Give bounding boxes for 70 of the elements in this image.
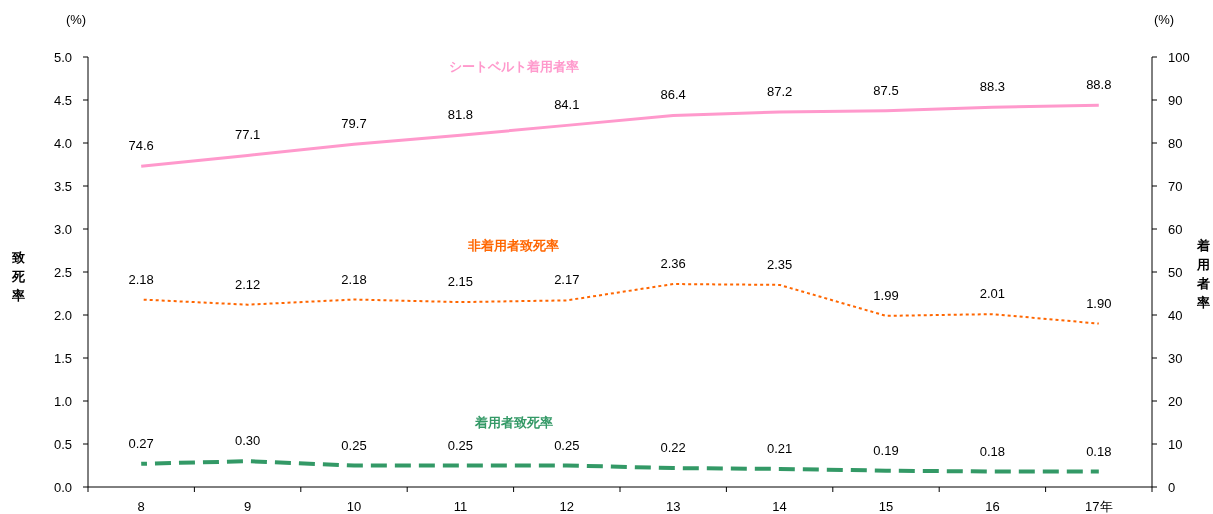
data-label: 0.18 — [979, 443, 1006, 459]
data-label: 81.8 — [447, 107, 474, 123]
data-label: 2.36 — [660, 256, 686, 272]
data-label: 0.19 — [873, 442, 899, 458]
data-label: 87.2 — [766, 84, 793, 100]
y2-tick-label: 10 — [1168, 437, 1183, 452]
data-label: 2.15 — [447, 274, 474, 290]
text: シートベルト着用者率 — [448, 59, 579, 75]
data-label: 86.4 — [660, 87, 686, 103]
data-label: 74.6 — [128, 138, 154, 154]
y2-tick-label: 70 — [1168, 179, 1183, 194]
data-label: 79.7 — [341, 116, 367, 132]
y2-tick-label: 100 — [1168, 50, 1190, 65]
text: (%) — [1153, 12, 1175, 27]
text: 非着用者致死率 — [467, 238, 560, 254]
y2-tick-label: 60 — [1168, 222, 1183, 237]
x-tick-label: 17年 — [1085, 499, 1113, 514]
y-tick-label: 4.0 — [53, 136, 72, 151]
text: (%) — [65, 12, 87, 27]
data-label: 0.18 — [1086, 443, 1112, 459]
y-axis-title: 致死率 — [10, 250, 26, 303]
x-tick-label: 15 — [878, 499, 894, 514]
data-label: 77.1 — [234, 127, 261, 143]
y2-tick-label: 20 — [1168, 394, 1183, 409]
y2-tick-label: 30 — [1168, 351, 1183, 366]
data-label: 2.18 — [341, 271, 367, 287]
line-series — [139, 459, 1101, 474]
data-label: 0.21 — [766, 440, 793, 456]
y-tick-label: 0.0 — [53, 480, 72, 495]
y2-tick-label: 80 — [1168, 136, 1183, 151]
data-label: 1.90 — [1086, 295, 1112, 311]
x-tick-label: 16 — [985, 499, 1000, 514]
data-label: 2.01 — [979, 286, 1006, 302]
x-tick-label: 9 — [243, 499, 252, 514]
data-label: 0.25 — [447, 437, 474, 453]
y-tick-label: 1.0 — [53, 394, 72, 409]
y-tick-label: 2.0 — [53, 308, 72, 323]
x-tick-label: 11 — [453, 499, 468, 514]
data-label: 0.27 — [128, 435, 154, 451]
y-tick-label: 0.5 — [53, 437, 72, 452]
y-tick-label: 5.0 — [53, 50, 72, 65]
y-tick-label: 4.5 — [53, 93, 72, 108]
x-tick-label: 13 — [665, 499, 681, 514]
y-tick-label: 3.0 — [53, 222, 72, 237]
data-label: 0.22 — [660, 440, 686, 456]
data-label: 0.25 — [341, 437, 367, 453]
x-tick-label: 8 — [137, 499, 145, 514]
data-label: 88.8 — [1086, 77, 1112, 93]
data-label: 87.5 — [873, 82, 899, 98]
data-label: 84.1 — [554, 97, 580, 113]
data-label: 2.12 — [234, 276, 261, 292]
data-label: 2.35 — [766, 256, 793, 272]
y-tick-label: 3.5 — [53, 179, 72, 194]
y2-axis-title: 着用者率 — [1195, 238, 1210, 310]
data-label: 0.30 — [234, 433, 261, 449]
y2-tick-label: 0 — [1168, 480, 1176, 495]
x-tick-label: 10 — [346, 499, 362, 514]
y-tick-label: 2.5 — [53, 265, 72, 280]
data-label: 2.18 — [128, 271, 154, 287]
data-label: 88.3 — [979, 79, 1006, 95]
x-tick-label: 12 — [559, 499, 575, 514]
text: 着用者致死率 — [473, 415, 553, 431]
y2-tick-label: 40 — [1168, 308, 1183, 323]
data-label: 0.25 — [554, 437, 580, 453]
data-label: 1.99 — [873, 287, 899, 303]
data-label: 2.17 — [554, 272, 580, 288]
y-tick-label: 1.5 — [53, 351, 72, 366]
y2-tick-label: 50 — [1168, 265, 1183, 280]
y2-tick-label: 90 — [1168, 93, 1183, 108]
x-tick-label: 14 — [772, 499, 787, 514]
